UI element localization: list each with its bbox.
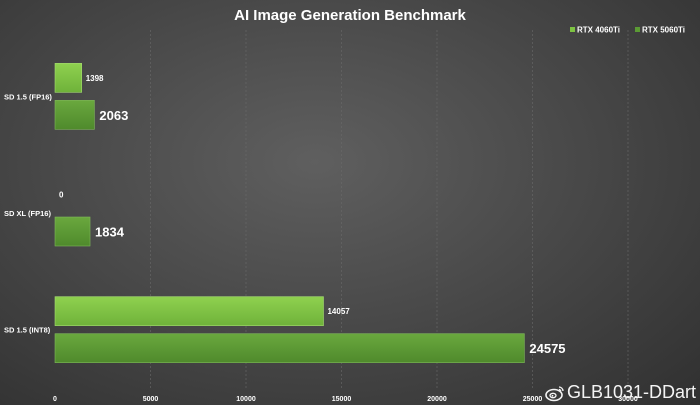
x-tick-label: 30000 — [618, 396, 638, 403]
weibo-logo-icon — [545, 385, 564, 401]
bar-rtx-4060ti — [54, 63, 83, 93]
data-label: 2063 — [99, 108, 128, 123]
category-labels: SD 1.5 (FP16) SD XL (FP16) SD 1.5 (INT8) — [4, 92, 52, 334]
x-tick-label: 25000 — [523, 396, 543, 403]
x-tick-label: 5000 — [143, 396, 159, 403]
category-label: SD 1.5 (FP16) — [4, 92, 52, 101]
data-label: 1398 — [86, 74, 104, 83]
x-axis-ticks: 0 5000 10000 15000 20000 25000 30000 — [53, 396, 638, 403]
x-tick-label: 0 — [53, 396, 57, 403]
legend-swatch — [570, 27, 575, 32]
chart-title: AI Image Generation Benchmark — [234, 7, 466, 24]
category-label: SD 1.5 (INT8) — [4, 326, 51, 335]
legend-label: RTX 5060Ti — [642, 26, 685, 35]
legend-swatch — [635, 27, 640, 32]
bar-rtx-5060ti — [54, 100, 95, 130]
watermark-text: GLB1031-DDart — [566, 382, 696, 402]
grid-lines — [150, 30, 629, 390]
bars — [54, 63, 525, 363]
legend-label: RTX 4060Ti — [577, 26, 620, 35]
bar-rtx-5060ti — [54, 333, 525, 363]
data-label: 1834 — [95, 225, 125, 240]
x-tick-label: 15000 — [332, 396, 352, 403]
data-label: 24575 — [529, 341, 565, 356]
data-label: 14057 — [327, 307, 350, 316]
bar-rtx-5060ti — [54, 216, 91, 247]
watermark: GLB1031-DDart — [545, 382, 696, 403]
x-tick-label: 10000 — [236, 396, 256, 403]
legend: RTX 4060Ti RTX 5060Ti — [570, 26, 685, 35]
data-label: 0 — [59, 191, 64, 200]
bar-rtx-4060ti — [54, 296, 324, 326]
value-labels: 1398 2063 0 1834 14057 24575 — [59, 74, 566, 356]
x-tick-label: 20000 — [427, 396, 447, 403]
category-label: SD XL (FP16) — [4, 209, 51, 218]
